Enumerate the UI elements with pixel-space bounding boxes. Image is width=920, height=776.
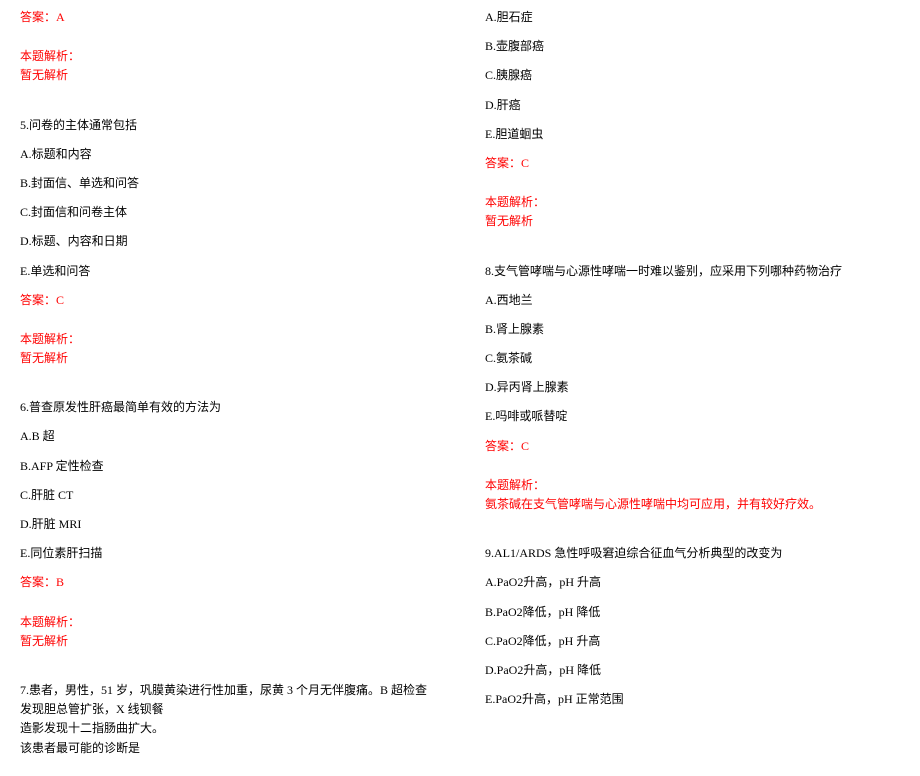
option-6a: A.B 超 (20, 427, 435, 446)
question-7-line2: 造影发现十二指肠曲扩大。 (20, 719, 435, 738)
option-6d: D.肝脏 MRI (20, 515, 435, 534)
option-8a: A.西地兰 (485, 291, 900, 310)
option-5a: A.标题和内容 (20, 145, 435, 164)
option-5b: B.封面信、单选和问答 (20, 174, 435, 193)
option-9b: B.PaO2降低，pH 降低 (485, 603, 900, 622)
answer-7: 答案：C (485, 154, 900, 173)
option-5d: D.标题、内容和日期 (20, 232, 435, 251)
explanation-label-5: 本题解析： (20, 330, 435, 349)
explanation-4: 暂无解析 (20, 66, 435, 85)
option-7b: B.壶腹部癌 (485, 37, 900, 56)
option-7d: D.肝癌 (485, 96, 900, 115)
question-7-line1: 7.患者，男性，51 岁，巩膜黄染进行性加重，尿黄 3 个月无伴腹痛。B 超检查… (20, 681, 435, 719)
option-8c: C.氨茶碱 (485, 349, 900, 368)
question-8: 8.支气管哮喘与心源性哮喘一时难以鉴别，应采用下列哪种药物治疗 (485, 262, 900, 281)
explanation-6: 暂无解析 (20, 632, 435, 651)
exam-page: 答案：A 本题解析： 暂无解析 5.问卷的主体通常包括 A.标题和内容 B.封面… (0, 0, 920, 776)
option-7a: A.胆石症 (485, 8, 900, 27)
option-9a: A.PaO2升高，pH 升高 (485, 573, 900, 592)
left-column: 答案：A 本题解析： 暂无解析 5.问卷的主体通常包括 A.标题和内容 B.封面… (20, 8, 435, 768)
explanation-8: 氨茶碱在支气管哮喘与心源性哮喘中均可应用，并有较好疗效。 (485, 495, 900, 514)
option-6b: B.AFP 定性检查 (20, 457, 435, 476)
right-column: A.胆石症 B.壶腹部癌 C.胰腺癌 D.肝癌 E.胆道蛔虫 答案：C 本题解析… (485, 8, 900, 768)
question-6: 6.普查原发性肝癌最简单有效的方法为 (20, 398, 435, 417)
explanation-7: 暂无解析 (485, 212, 900, 231)
option-8b: B.肾上腺素 (485, 320, 900, 339)
option-9d: D.PaO2升高，pH 降低 (485, 661, 900, 680)
option-6c: C.肝脏 CT (20, 486, 435, 505)
explanation-5: 暂无解析 (20, 349, 435, 368)
question-5: 5.问卷的主体通常包括 (20, 116, 435, 135)
answer-5: 答案：C (20, 291, 435, 310)
explanation-label-8: 本题解析： (485, 476, 900, 495)
option-9c: C.PaO2降低，pH 升高 (485, 632, 900, 651)
question-9: 9.AL1/ARDS 急性呼吸窘迫综合征血气分析典型的改变为 (485, 544, 900, 563)
explanation-label-7: 本题解析： (485, 193, 900, 212)
answer-4: 答案：A (20, 8, 435, 27)
option-6e: E.同位素肝扫描 (20, 544, 435, 563)
option-5c: C.封面信和问卷主体 (20, 203, 435, 222)
option-8d: D.异丙肾上腺素 (485, 378, 900, 397)
option-5e: E.单选和问答 (20, 262, 435, 281)
question-7-line3: 该患者最可能的诊断是 (20, 739, 435, 758)
answer-8: 答案：C (485, 437, 900, 456)
explanation-label-6: 本题解析： (20, 613, 435, 632)
option-8e: E.吗啡或哌替啶 (485, 407, 900, 426)
explanation-label-4: 本题解析： (20, 47, 435, 66)
answer-6: 答案：B (20, 573, 435, 592)
option-7e: E.胆道蛔虫 (485, 125, 900, 144)
option-7c: C.胰腺癌 (485, 66, 900, 85)
option-9e: E.PaO2升高，pH 正常范围 (485, 690, 900, 709)
